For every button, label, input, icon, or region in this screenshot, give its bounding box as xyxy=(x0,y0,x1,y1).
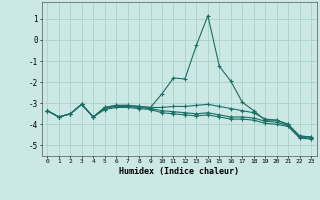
X-axis label: Humidex (Indice chaleur): Humidex (Indice chaleur) xyxy=(119,167,239,176)
